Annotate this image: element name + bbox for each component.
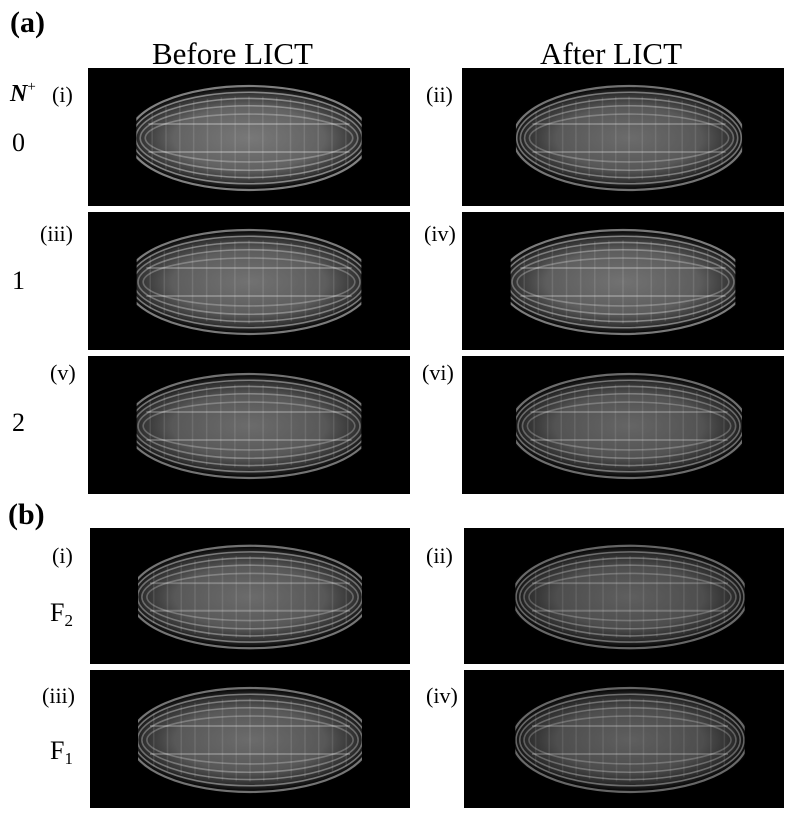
- image-b-iv-drawing: [515, 686, 745, 794]
- image-a-v: [88, 356, 410, 494]
- label-a-v: (v): [50, 360, 76, 385]
- image-b-iii: [90, 670, 410, 808]
- row-value-f1-subscript: 1: [64, 749, 73, 768]
- image-a-iv-drawing: [510, 228, 736, 336]
- row-value-1: 1: [12, 266, 25, 295]
- image-b-ii-drawing: [515, 544, 745, 650]
- label-a-vi: (vi): [422, 360, 454, 385]
- column-header-before: Before LICT: [152, 36, 313, 71]
- image-b-iv: [464, 670, 784, 808]
- label-b-iv: (iv): [426, 683, 458, 708]
- row-value-f1-letter: F: [50, 736, 65, 765]
- panel-a-tag: (a): [10, 6, 45, 39]
- image-b-i: [90, 528, 410, 664]
- image-a-ii: [462, 68, 784, 206]
- image-a-ii-drawing: [515, 84, 743, 192]
- row-value-f2-letter: F: [50, 598, 65, 627]
- row-axis-title-superscript: +: [27, 79, 36, 95]
- label-b-i: (i): [52, 543, 73, 568]
- image-a-iii: [88, 212, 410, 350]
- image-a-i-drawing: [136, 84, 362, 192]
- row-value-f2: F2: [50, 598, 73, 630]
- image-a-v-drawing: [136, 372, 362, 480]
- row-value-f2-subscript: 2: [64, 611, 73, 630]
- label-b-iii: (iii): [42, 683, 75, 708]
- image-b-ii: [464, 528, 784, 664]
- image-a-i: [88, 68, 410, 206]
- label-a-iii: (iii): [40, 221, 73, 246]
- column-header-after: After LICT: [540, 36, 683, 71]
- image-b-iii-drawing: [138, 686, 362, 794]
- image-a-vi-drawing: [516, 372, 742, 480]
- label-a-iv: (iv): [424, 221, 456, 246]
- image-a-iv: [462, 212, 784, 350]
- image-b-i-drawing: [138, 544, 362, 650]
- image-a-vi: [462, 356, 784, 494]
- panel-b-tag: (b): [8, 498, 45, 531]
- row-axis-title-symbol: N: [10, 81, 28, 107]
- label-b-ii: (ii): [426, 543, 453, 568]
- row-axis-title: N+: [10, 79, 36, 107]
- row-value-2: 2: [12, 408, 25, 437]
- row-value-0: 0: [12, 128, 25, 157]
- label-a-i: (i): [52, 82, 73, 107]
- label-a-ii: (ii): [426, 82, 453, 107]
- row-value-f1: F1: [50, 736, 73, 768]
- image-a-iii-drawing: [136, 228, 362, 336]
